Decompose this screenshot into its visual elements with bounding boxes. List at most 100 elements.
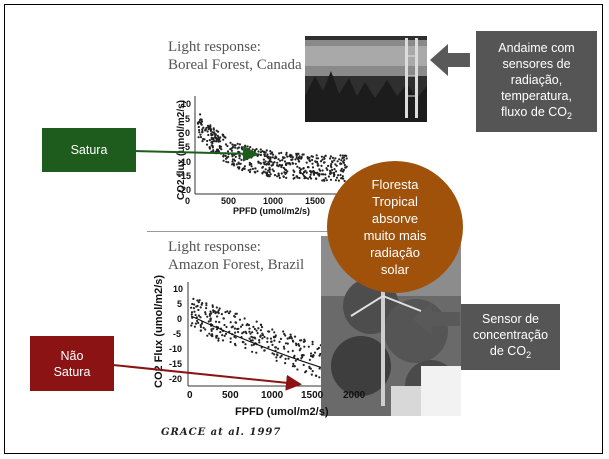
scatter-point [237,146,240,149]
scatter-point [245,148,248,151]
scatter-point [236,142,239,145]
scatter-point [225,160,228,163]
scatter-point [293,364,296,368]
scatter-point [205,307,208,310]
scatter-point [334,163,337,166]
bottom-x-tick: 500 [222,390,239,401]
scatter-point [284,362,287,365]
scatter-point [247,323,250,327]
scatter-point [247,147,251,151]
top-x-tick: 1500 [305,196,326,206]
scatter-point [303,170,306,173]
scatter-point [244,343,247,346]
scatter-point [207,320,210,323]
bottom-y-tick: -10 [169,344,183,354]
scatter-point [286,162,289,165]
scatter-point [273,157,276,160]
scatter-point [210,328,213,331]
scatter-point [241,148,244,151]
scatter-point [294,162,297,165]
scatter-point [274,334,277,337]
scatter-point [205,143,209,146]
scatter-point [311,166,315,169]
scatter-point [334,179,337,182]
scatter-point [249,339,253,342]
scatter-point [279,159,282,162]
scatter-point [324,177,327,180]
scatter-point [317,346,320,350]
scatter-point [248,170,252,174]
scatter-point [208,313,211,316]
scatter-point [279,337,283,340]
scatter-point [335,176,339,179]
scatter-point [283,347,286,350]
scatter-point [298,171,302,174]
scatter-point [250,162,253,166]
scatter-point [342,160,345,163]
scatter-point [342,177,345,180]
scatter-point [267,160,270,164]
scatter-point [298,344,301,347]
scatter-point [199,118,202,121]
scatter-point [240,158,243,161]
scatter-point [211,133,214,137]
scatter-point [222,159,225,162]
scatter-point [233,315,236,318]
scatter-point [204,313,207,316]
top-x-tick: 0 [185,196,191,206]
scatter-point [202,326,205,329]
scatter-point [233,327,236,330]
scatter-point [261,337,264,340]
scatter-point [251,167,254,170]
andaime-line1: Andaime com [498,40,575,55]
scatter-point [212,310,215,314]
scatter-point [199,122,202,125]
top-panel-title-line1: Light response: [168,39,261,55]
scatter-point [266,337,269,340]
top-panel-title: Light response: Boreal Forest, Canada [168,38,302,74]
scatter-point [255,329,258,332]
scatter-point [250,344,253,347]
scatter-point [298,166,301,170]
scatter-point [327,175,330,178]
scatter-point [238,151,241,154]
scatter-point [197,321,200,324]
scatter-point [331,156,335,159]
scatter-point [197,301,200,304]
bottom-x-tick: 2000 [343,390,366,401]
sensor-line3-text: de CO [489,344,527,358]
scatter-point [322,178,326,181]
scatter-point [302,354,305,357]
scatter-point [220,313,223,316]
scatter-point [307,177,310,180]
scatter-point [305,176,308,179]
scatter-point [210,329,213,332]
scatter-point [248,330,251,333]
scatter-point [282,345,285,348]
scatter-point [269,173,272,176]
scatter-point [333,159,336,162]
scatter-point [283,168,286,171]
scatter-point [341,175,344,178]
scatter-point [273,161,276,164]
scatter-point [345,154,348,157]
nao-satura-line2: Satura [53,364,91,379]
scatter-point [289,335,293,338]
scatter-point [251,148,254,151]
scatter-point [273,331,276,334]
scatter-point [334,170,338,173]
scatter-point [258,341,261,344]
scatter-point [296,368,299,371]
scatter-point [224,143,228,146]
scatter-point [311,370,314,373]
scatter-point [329,155,332,158]
scatter-point [196,121,200,124]
scatter-point [194,322,198,325]
scatter-point [217,150,221,153]
scatter-point [201,131,204,134]
scatter-point [200,303,203,306]
scatter-point [268,162,271,166]
scatter-point [283,156,286,159]
scatter-point [214,320,218,323]
scatter-point [306,156,309,159]
